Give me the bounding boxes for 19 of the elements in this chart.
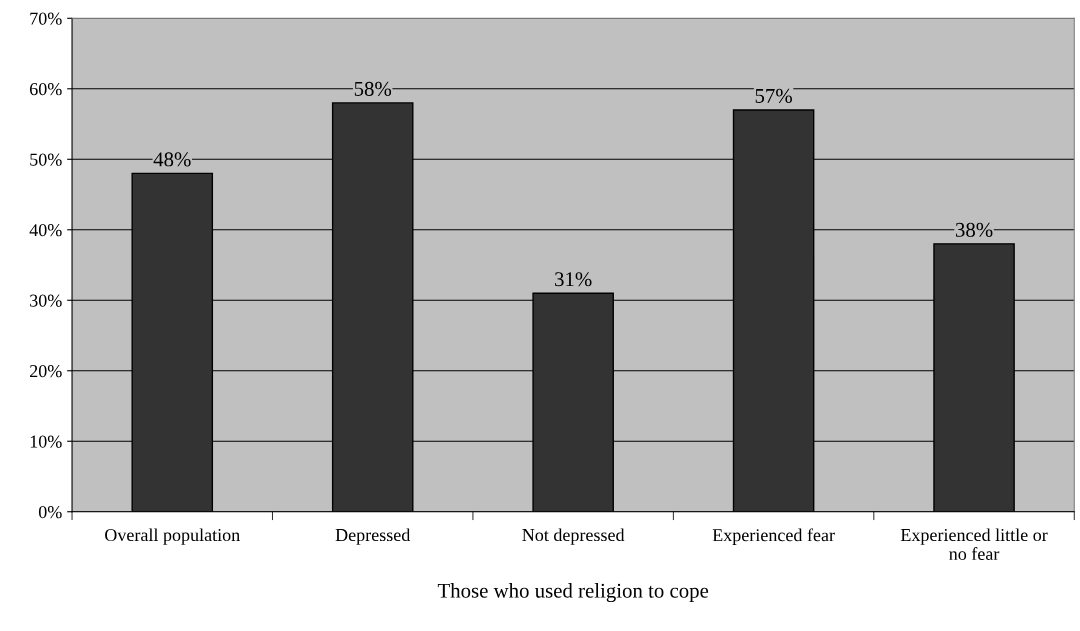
data-label: 58%: [354, 81, 392, 96]
y-tick-label: 50%: [30, 153, 62, 166]
y-tick-label: 0%: [38, 506, 62, 519]
x-tick-label: Experienced little or no fear: [900, 528, 1048, 560]
data-label: 38%: [955, 222, 993, 237]
x-tick-label: Experienced fear: [712, 528, 835, 545]
data-label: 57%: [755, 88, 792, 103]
y-tick-label: 70%: [30, 12, 62, 25]
y-tick-label: 20%: [30, 365, 62, 378]
y-tick-label: 30%: [30, 294, 62, 307]
data-label: 48%: [153, 152, 191, 167]
x-axis-title: Those who used religion to cope: [437, 583, 709, 603]
y-tick-label: 60%: [29, 83, 62, 96]
x-tick-label: Depressed: [335, 528, 411, 545]
x-tick-label: Overall population: [105, 528, 240, 545]
x-tick-label: Not depressed: [522, 528, 625, 545]
y-tick-label: 10%: [30, 435, 62, 448]
data-label: 31%: [555, 272, 592, 287]
y-tick-label: 40%: [29, 224, 62, 237]
